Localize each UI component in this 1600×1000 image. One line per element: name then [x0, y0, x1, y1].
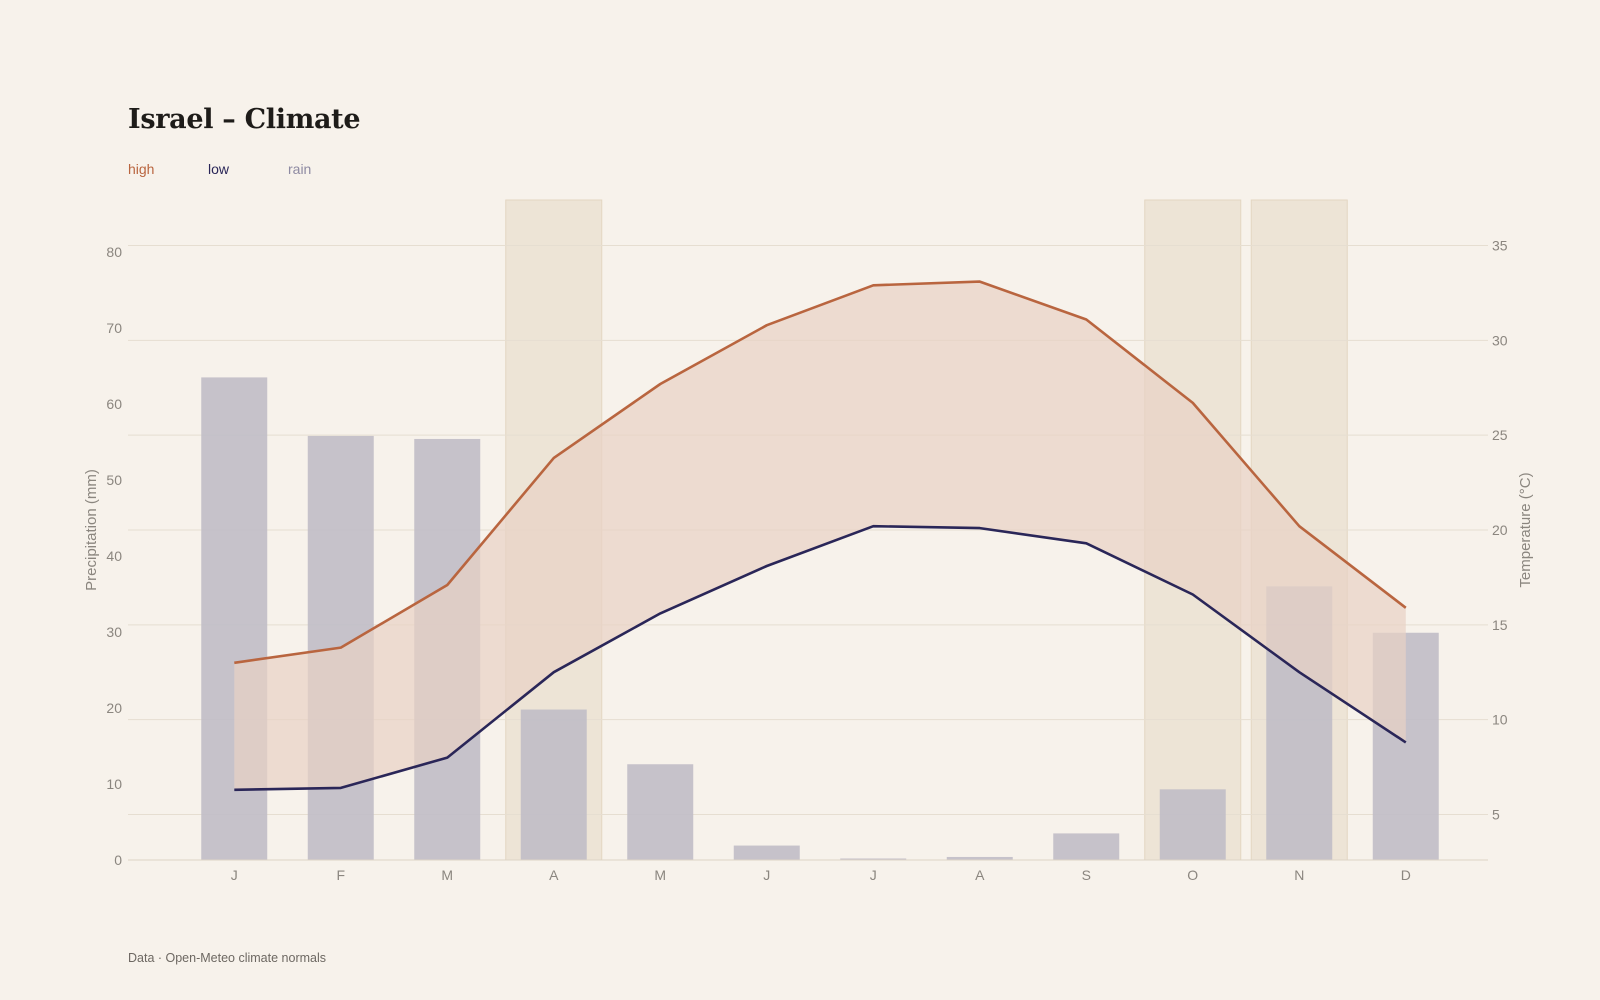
legend-high: high: [128, 161, 155, 177]
x-tick: F: [336, 867, 345, 883]
y-left-title: Precipitation (mm): [83, 469, 100, 591]
x-tick: J: [763, 867, 770, 883]
low-line: [234, 524, 1407, 792]
x-tick: A: [975, 867, 985, 883]
rain-bar: [733, 845, 800, 860]
y-left-tick: 30: [106, 624, 122, 640]
chart-title: Israel – Climate: [128, 104, 361, 135]
rain-bar: [1053, 833, 1120, 860]
y-left-tick: 0: [114, 852, 122, 868]
y-left-tick: 70: [106, 320, 122, 336]
high-line: [234, 280, 1407, 665]
x-tick: J: [870, 867, 877, 883]
y-left-tick: 50: [106, 472, 122, 488]
tick-labels: 0 10 20 30 40 50 60 70 80 5 10 15 20 25 30 35 J F M A M J J A S O…: [106, 238, 1507, 883]
y-left-tick: 20: [106, 700, 122, 716]
y-right-tick: 30: [1492, 332, 1508, 348]
y-right-title: Temperature (°C): [1517, 472, 1534, 587]
x-tick: M: [654, 867, 666, 883]
legend-rain: rain: [288, 161, 312, 177]
rain-bar: [946, 856, 1013, 860]
y-right-tick: 15: [1492, 617, 1508, 633]
legend-low: low: [208, 161, 230, 177]
x-tick: O: [1187, 867, 1198, 883]
y-right-tick: 5: [1492, 806, 1500, 822]
y-right-tick: 20: [1492, 522, 1508, 538]
x-tick: N: [1294, 867, 1304, 883]
y-left-tick: 80: [106, 244, 122, 260]
y-left-tick: 60: [106, 396, 122, 412]
y-left-tick: 40: [106, 548, 122, 564]
x-tick: A: [549, 867, 559, 883]
x-tick: J: [231, 867, 238, 883]
y-right-tick: 25: [1492, 427, 1508, 443]
x-tick: D: [1401, 867, 1411, 883]
x-tick: M: [441, 867, 453, 883]
y-left-tick: 10: [106, 776, 122, 792]
y-right-tick: 10: [1492, 712, 1508, 728]
rain-bar: [627, 764, 694, 860]
y-right-tick: 35: [1492, 238, 1508, 254]
rain-bar: [520, 709, 587, 860]
data-source: Data · Open-Meteo climate normals: [128, 951, 326, 965]
x-tick: S: [1082, 867, 1091, 883]
temperature-band: [234, 281, 1406, 790]
rain-bar: [840, 858, 907, 860]
rain-bar: [1159, 789, 1226, 860]
